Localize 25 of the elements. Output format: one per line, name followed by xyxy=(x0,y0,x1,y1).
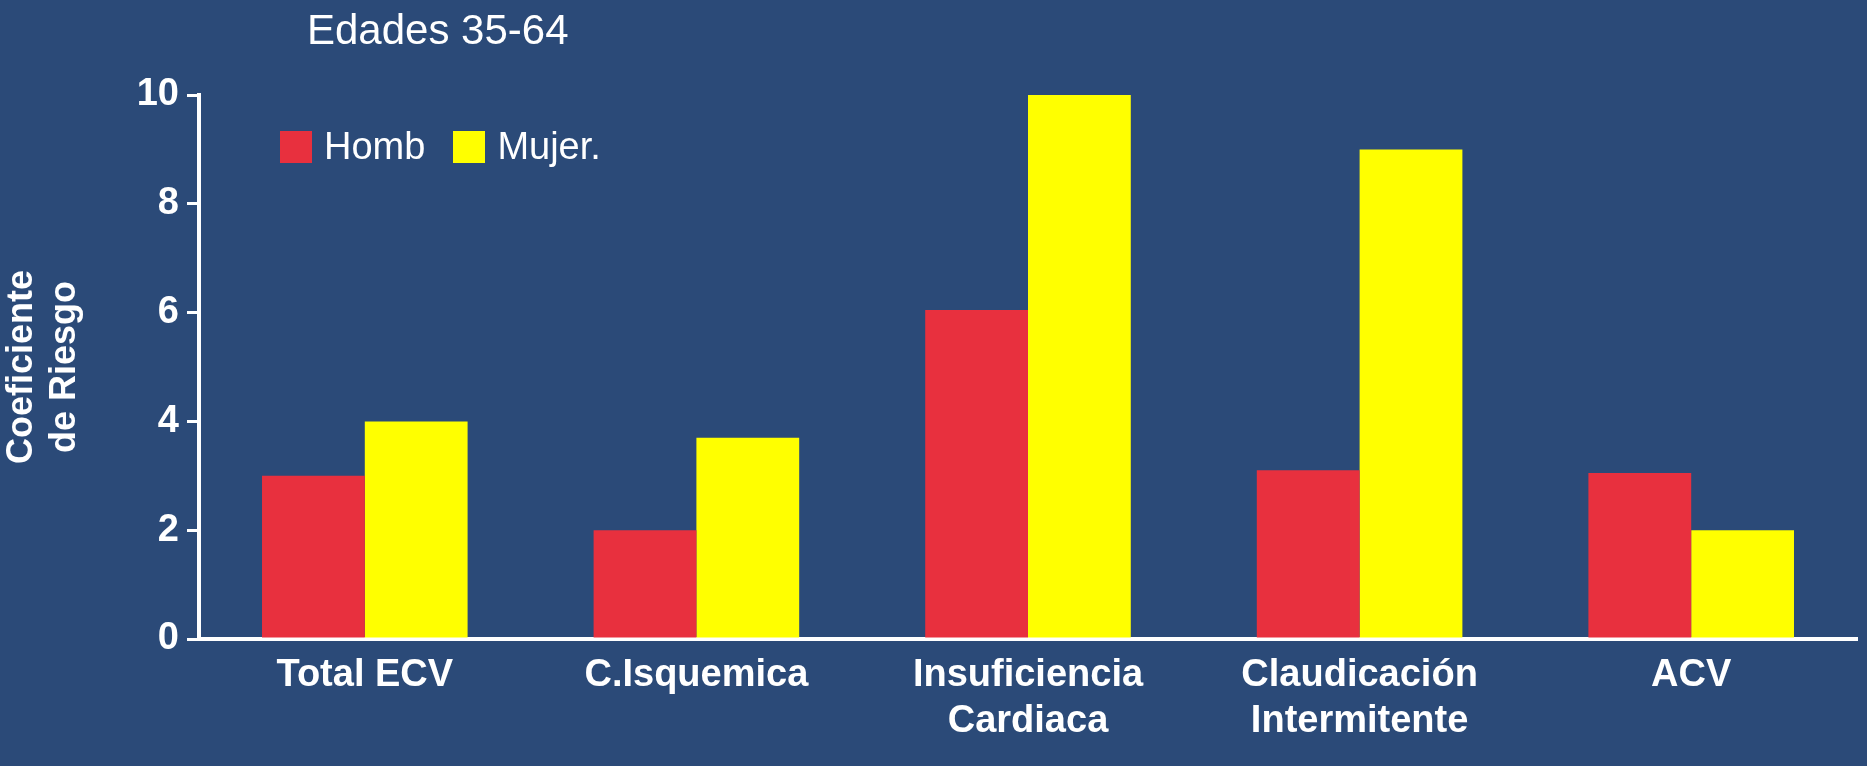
bar xyxy=(593,530,697,638)
bar xyxy=(1359,149,1463,638)
y-tick-label: 8 xyxy=(157,180,179,223)
y-axis-title: Coeficiente de Riesgo xyxy=(0,269,83,465)
bar xyxy=(364,421,468,638)
chart-title: Edades 35-64 xyxy=(307,6,569,54)
bar xyxy=(1028,95,1131,638)
bar xyxy=(925,309,1028,638)
y-tick-label: 0 xyxy=(157,615,179,658)
x-tick-label: Total ECV xyxy=(276,652,454,695)
y-tick-label: 2 xyxy=(157,506,179,549)
x-tick-label: C.Isquemica xyxy=(584,652,810,695)
x-tick-label: Claudicación Intermitente xyxy=(1241,652,1478,740)
y-tick-label: 4 xyxy=(157,397,179,440)
bar xyxy=(1691,530,1794,638)
bar xyxy=(1256,470,1360,638)
x-tick-label: Insuficiencia Cardiaca xyxy=(912,652,1144,740)
bar xyxy=(262,475,365,638)
y-tick-label: 6 xyxy=(157,289,179,332)
y-tick-label: 10 xyxy=(136,71,179,114)
bar xyxy=(696,437,800,638)
x-tick-label: ACV xyxy=(1651,652,1732,695)
legend-label: Mujer. xyxy=(497,125,601,168)
legend-label: Homb xyxy=(324,125,426,168)
bar xyxy=(1588,473,1692,638)
